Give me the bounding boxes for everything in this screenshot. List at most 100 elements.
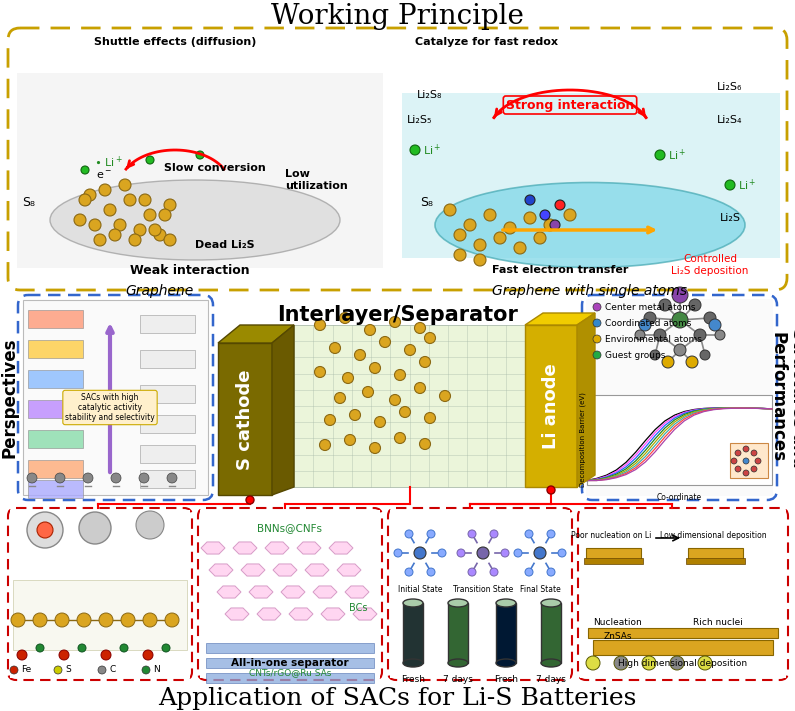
Bar bbox=[390, 510, 570, 678]
Circle shape bbox=[672, 312, 688, 328]
Text: Fresh: Fresh bbox=[401, 675, 425, 684]
Circle shape bbox=[129, 234, 141, 246]
Text: High dimensional deposition: High dimensional deposition bbox=[619, 659, 747, 668]
Circle shape bbox=[400, 407, 410, 417]
Circle shape bbox=[440, 390, 451, 402]
Circle shape bbox=[525, 568, 533, 576]
Circle shape bbox=[335, 392, 346, 404]
Text: Initial State: Initial State bbox=[398, 585, 442, 594]
Circle shape bbox=[344, 434, 355, 446]
Bar bbox=[587, 395, 772, 485]
Circle shape bbox=[98, 666, 106, 674]
Polygon shape bbox=[273, 564, 297, 576]
Circle shape bbox=[355, 350, 366, 360]
Text: Shuttle effects (diffusion): Shuttle effects (diffusion) bbox=[94, 37, 256, 47]
Bar bbox=[140, 385, 195, 403]
Bar bbox=[588, 628, 778, 638]
Bar bbox=[140, 350, 195, 368]
Circle shape bbox=[246, 496, 254, 504]
Circle shape bbox=[10, 666, 18, 674]
Text: $\bullet$ Li$^+$: $\bullet$ Li$^+$ bbox=[94, 154, 123, 170]
Bar bbox=[140, 315, 195, 333]
Circle shape bbox=[363, 387, 374, 397]
Bar bbox=[496, 603, 516, 663]
Polygon shape bbox=[272, 325, 294, 495]
Text: Fast electron transfer: Fast electron transfer bbox=[492, 265, 628, 275]
Circle shape bbox=[639, 319, 651, 331]
Circle shape bbox=[329, 343, 340, 353]
Circle shape bbox=[78, 644, 86, 652]
Ellipse shape bbox=[541, 599, 561, 607]
Text: Li₂S: Li₂S bbox=[719, 213, 740, 223]
Text: 7 days: 7 days bbox=[443, 675, 473, 684]
Bar bbox=[586, 548, 641, 560]
Circle shape bbox=[370, 442, 381, 454]
Circle shape bbox=[689, 299, 701, 311]
Text: Perspectives: Perspectives bbox=[1, 337, 19, 458]
Circle shape bbox=[17, 650, 27, 660]
Circle shape bbox=[555, 200, 565, 210]
Circle shape bbox=[121, 613, 135, 627]
Circle shape bbox=[751, 466, 757, 472]
Circle shape bbox=[525, 195, 535, 205]
Polygon shape bbox=[218, 325, 294, 343]
Circle shape bbox=[494, 232, 506, 244]
Circle shape bbox=[59, 650, 69, 660]
Ellipse shape bbox=[403, 659, 423, 667]
Text: e$^-$: e$^-$ bbox=[96, 169, 112, 181]
Circle shape bbox=[655, 150, 665, 160]
Circle shape bbox=[364, 324, 375, 336]
Circle shape bbox=[27, 512, 63, 548]
Circle shape bbox=[474, 254, 486, 266]
Text: S cathode: S cathode bbox=[236, 370, 254, 470]
Circle shape bbox=[143, 650, 153, 660]
Circle shape bbox=[99, 613, 113, 627]
Circle shape bbox=[324, 415, 335, 425]
Ellipse shape bbox=[448, 599, 468, 607]
Circle shape bbox=[694, 329, 706, 341]
Bar bbox=[584, 558, 643, 564]
Circle shape bbox=[593, 319, 601, 327]
Circle shape bbox=[11, 613, 25, 627]
Bar bbox=[28, 310, 83, 328]
Bar bbox=[686, 558, 745, 564]
Circle shape bbox=[715, 330, 725, 340]
Circle shape bbox=[109, 229, 121, 241]
Circle shape bbox=[120, 644, 128, 652]
Circle shape bbox=[390, 316, 401, 328]
Polygon shape bbox=[345, 586, 369, 598]
Polygon shape bbox=[353, 608, 377, 620]
Ellipse shape bbox=[50, 180, 340, 260]
Circle shape bbox=[77, 613, 91, 627]
Bar bbox=[28, 370, 83, 388]
Circle shape bbox=[99, 184, 111, 196]
Circle shape bbox=[547, 530, 555, 538]
Circle shape bbox=[196, 151, 204, 159]
Polygon shape bbox=[294, 325, 525, 487]
Polygon shape bbox=[577, 313, 595, 487]
Circle shape bbox=[154, 229, 166, 241]
Text: Li$^+$: Li$^+$ bbox=[668, 147, 687, 163]
Circle shape bbox=[564, 209, 576, 221]
Text: Graphene with single atoms: Graphene with single atoms bbox=[492, 284, 688, 298]
Text: Guest groups: Guest groups bbox=[605, 351, 665, 360]
Circle shape bbox=[698, 656, 712, 670]
Circle shape bbox=[81, 166, 89, 174]
Text: Li$^+$: Li$^+$ bbox=[738, 177, 757, 193]
Circle shape bbox=[735, 450, 741, 456]
Polygon shape bbox=[329, 542, 353, 554]
Circle shape bbox=[454, 249, 466, 261]
Circle shape bbox=[644, 312, 656, 324]
Circle shape bbox=[136, 511, 164, 539]
Circle shape bbox=[114, 219, 126, 231]
Circle shape bbox=[79, 194, 91, 206]
Circle shape bbox=[614, 656, 628, 670]
Circle shape bbox=[672, 287, 688, 303]
Circle shape bbox=[755, 458, 761, 464]
Circle shape bbox=[119, 179, 131, 191]
Text: SACs with high
catalytic activity
stability and selectivity: SACs with high catalytic activity stabil… bbox=[65, 392, 155, 422]
Circle shape bbox=[514, 549, 522, 557]
Circle shape bbox=[139, 473, 149, 483]
Bar bbox=[140, 415, 195, 433]
Circle shape bbox=[414, 323, 425, 333]
